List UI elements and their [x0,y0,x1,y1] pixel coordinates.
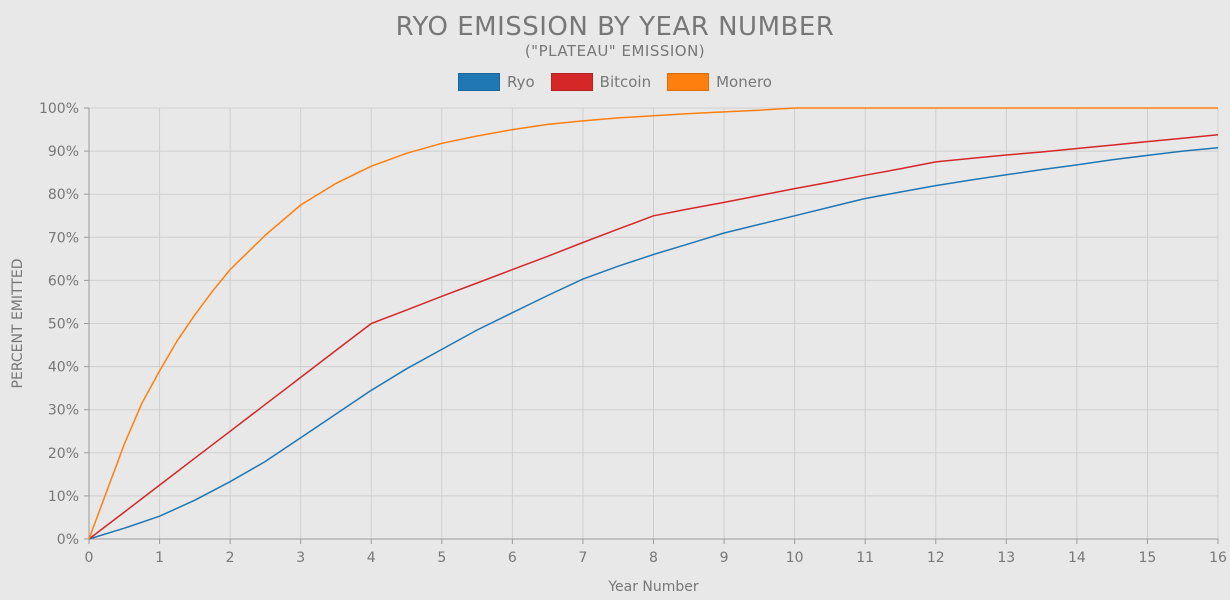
x-tick-label: 11 [856,550,874,566]
x-tick-label: 0 [85,550,94,566]
x-tick-label: 7 [578,550,587,566]
y-tick-label: 70% [48,230,79,246]
x-tick-label: 9 [720,550,729,566]
legend-item-ryo[interactable]: Ryo [458,73,535,91]
series-line-ryo [88,146,1219,540]
x-tick-label: 3 [296,550,305,566]
y-tick-label: 40% [48,360,79,376]
y-tick-label: 10% [48,489,79,505]
y-tick-label: 50% [48,317,79,333]
y-tick-label: 60% [48,273,79,289]
legend-label-ryo: Ryo [507,73,535,91]
y-tick-label: 30% [48,403,79,419]
legend: Ryo Bitcoin Monero [0,73,1230,91]
x-tick-label: 10 [786,550,804,566]
y-tick-label: 100% [39,101,79,117]
series-line-bitcoin [88,133,1219,540]
x-axis-title: Year Number [607,579,699,595]
legend-swatch-ryo [458,73,500,91]
x-tick-label: 4 [367,550,376,566]
legend-label-bitcoin: Bitcoin [599,73,652,91]
x-tick-label: 13 [997,550,1015,566]
x-tick-label: 1 [155,550,164,566]
x-tick-label: 8 [649,550,658,566]
y-tick-label: 0% [57,532,79,548]
series-line-monero [88,107,1218,540]
y-tick-label: 20% [48,446,79,462]
x-tick-label: 15 [1139,550,1157,566]
legend-swatch-monero [667,73,710,91]
x-tick-label: 14 [1068,550,1086,566]
legend-swatch-bitcoin [550,73,593,91]
y-tick-label: 90% [48,144,79,160]
y-tick-label: 80% [48,187,79,203]
legend-label-monero: Monero [716,73,772,91]
x-tick-label: 16 [1209,550,1227,566]
y-axis-title: PERCENT EMITTED [10,259,26,389]
chart-title: RYO EMISSION BY YEAR NUMBER [395,12,835,42]
grid [89,107,1219,539]
x-tick-label: 5 [437,550,446,566]
tick-labels: 0 1 2 3 4 5 6 7 8 9 10 11 12 13 14 15 160%10%20%30%40%50… [39,101,1227,566]
legend-item-bitcoin[interactable]: Bitcoin [550,73,652,91]
x-tick-label: 12 [927,550,945,566]
legend-item-monero[interactable]: Monero [667,73,772,91]
axes [84,107,1219,544]
series-group [88,107,1219,540]
chart-subtitle: ("PLATEAU" EMISSION) [524,42,706,60]
x-tick-label: 2 [226,550,235,566]
x-tick-label: 6 [508,550,517,566]
